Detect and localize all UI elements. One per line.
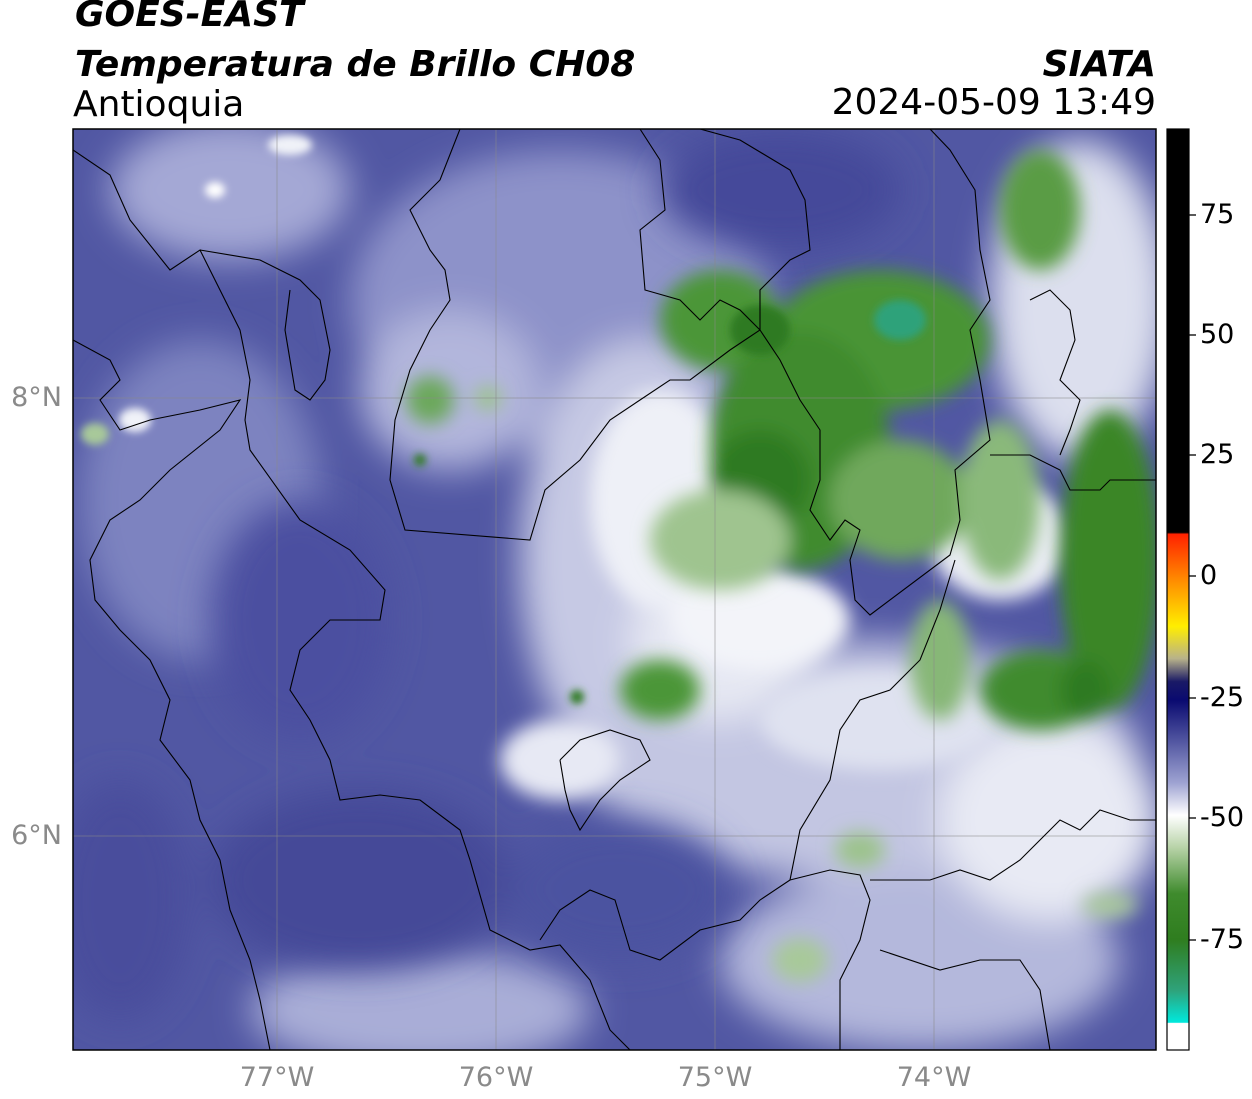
agency-label: SIATA bbox=[1042, 44, 1156, 85]
colorbar-tick-50: 50 bbox=[1200, 319, 1235, 350]
lon-tick-75w: 75°W bbox=[677, 1062, 753, 1093]
colorbar-tick-neg25: -25 bbox=[1200, 682, 1245, 713]
colorbar-ticks bbox=[1189, 214, 1196, 941]
colorbar-tick-0: 0 bbox=[1200, 560, 1218, 591]
timestamp-label: 2024-05-09 13:49 bbox=[831, 82, 1156, 123]
lat-tick-6n: 6°N bbox=[11, 820, 62, 851]
colorbar bbox=[1166, 128, 1190, 1051]
lon-tick-74w: 74°W bbox=[896, 1062, 972, 1093]
lat-tick-8n: 8°N bbox=[11, 382, 62, 413]
colorbar-tick-neg50: -50 bbox=[1200, 802, 1245, 833]
temperature-field bbox=[73, 129, 1156, 1050]
region-label: Antioquia bbox=[73, 84, 245, 125]
gridlines bbox=[73, 129, 1156, 1050]
colorbar-tick-neg75: -75 bbox=[1200, 924, 1245, 955]
product-title: Temperatura de Brillo CH08 bbox=[75, 44, 636, 85]
lon-tick-77w: 77°W bbox=[239, 1062, 315, 1093]
map-frame bbox=[72, 128, 1157, 1051]
satellite-title: GOES-EAST bbox=[75, 0, 304, 35]
lon-tick-76w: 76°W bbox=[458, 1062, 534, 1093]
colorbar-tick-75: 75 bbox=[1200, 199, 1235, 230]
colorbar-tick-25: 25 bbox=[1200, 439, 1235, 470]
boundaries bbox=[73, 129, 1156, 1050]
